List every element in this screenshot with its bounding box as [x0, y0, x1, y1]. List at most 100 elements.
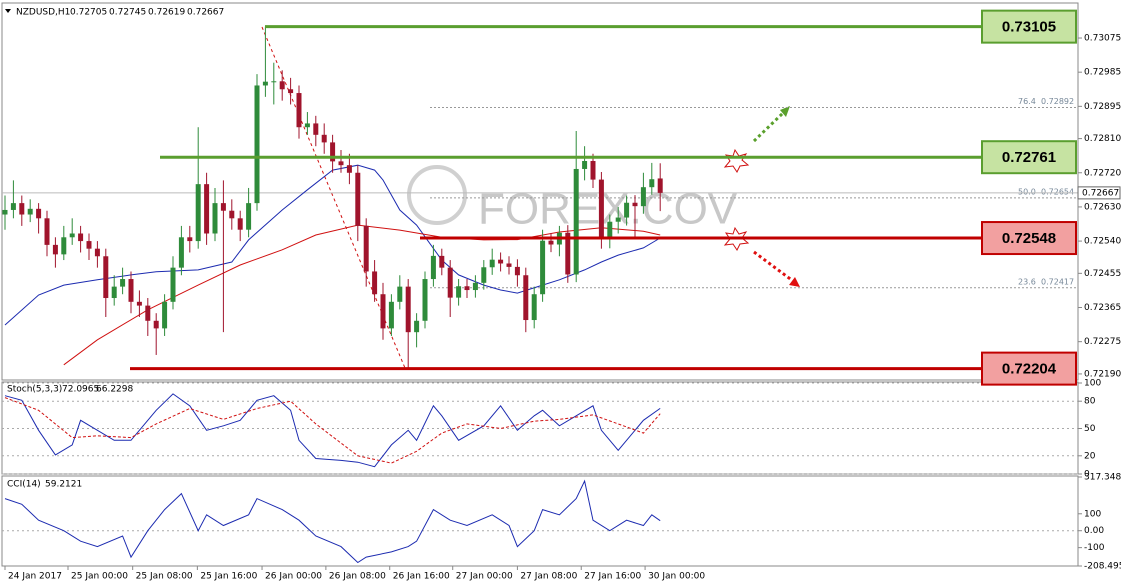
candle-body	[178, 237, 184, 268]
x-tick-label: 26 Jan 08:00	[329, 572, 386, 582]
candle-body	[262, 81, 268, 86]
candle-body	[246, 203, 252, 230]
candle-body	[279, 81, 285, 90]
x-tick-label: 27 Jan 08:00	[520, 572, 577, 582]
y-tick-label: 100	[1084, 379, 1101, 389]
y-tick-label: 100	[1084, 509, 1101, 519]
candle-body	[439, 255, 445, 268]
level-box	[981, 9, 1077, 44]
candle-body	[136, 301, 142, 306]
candle-body	[44, 218, 50, 245]
candle-body	[405, 286, 411, 333]
y-tick-label: 20	[1084, 451, 1096, 461]
candle-body	[111, 286, 117, 299]
y-tick-label: 0.73075	[1084, 34, 1121, 44]
level-label: 0.72548	[1002, 230, 1056, 247]
candle-body	[565, 232, 571, 275]
watermark-logo	[407, 165, 467, 225]
symbol: NZDUSD,H1	[16, 8, 70, 18]
candle-body	[61, 237, 67, 255]
candle-body	[330, 142, 336, 162]
fib-level: 76.4	[1018, 97, 1036, 106]
candle-body	[632, 202, 638, 207]
candle-body	[430, 255, 436, 280]
candle-body	[489, 259, 495, 268]
candle-body	[456, 286, 462, 298]
candle-body	[170, 267, 176, 302]
y-tick-label: 50	[1084, 424, 1096, 434]
candle-body	[229, 210, 235, 219]
candle-body	[657, 178, 663, 193]
x-tick-label: 27 Jan 00:00	[456, 572, 513, 582]
candle-body	[338, 161, 344, 166]
candle-body	[548, 240, 554, 245]
y-tick-label: 0.72810	[1084, 134, 1121, 144]
arrow-up	[752, 111, 785, 143]
candle-body	[464, 286, 470, 291]
level-label: 0.72204	[1002, 361, 1057, 378]
candle-body	[422, 279, 428, 321]
x-tick-label: 26 Jan 16:00	[393, 572, 450, 582]
breakout-mark	[723, 148, 750, 173]
candle-body	[94, 248, 100, 257]
candle-body	[271, 81, 277, 83]
level-label: 0.73105	[1002, 19, 1056, 36]
candle-body	[598, 179, 604, 237]
candle-body	[187, 237, 193, 242]
open: 0.72705	[70, 8, 107, 18]
candle-body	[195, 184, 201, 242]
fib-price: 0.72892	[1041, 97, 1074, 106]
candle-body	[363, 225, 369, 272]
candle-body	[649, 179, 655, 188]
candle-body	[615, 217, 621, 222]
price-label: 0.72667	[1082, 188, 1119, 198]
stoch-main	[4, 393, 661, 468]
fib-level: 23.6	[1018, 277, 1036, 286]
y-tick-label: 0.72455	[1084, 269, 1121, 279]
close: 0.72667	[187, 8, 224, 18]
candle-body	[86, 241, 92, 249]
candle-body	[498, 259, 504, 264]
candle-body	[128, 279, 134, 302]
y-tick-label: 0.72365	[1084, 303, 1121, 313]
candle-body	[388, 301, 394, 329]
candle-body	[514, 266, 520, 276]
stoch-signal-value: 66.2298	[96, 385, 133, 395]
candle-body	[380, 294, 386, 329]
y-tick-label: 0.72275	[1084, 337, 1121, 347]
y-tick-label: 0.72895	[1084, 102, 1121, 112]
candle-body	[346, 165, 352, 173]
candle-body	[296, 93, 302, 128]
fib-level: 50.0	[1018, 187, 1036, 196]
candle-body	[506, 263, 512, 267]
cci-panel	[1, 475, 1079, 567]
candle-body	[447, 267, 453, 298]
candle-body	[540, 240, 546, 295]
candle-body	[153, 320, 159, 329]
candle-body	[78, 233, 84, 242]
candle-body	[481, 267, 487, 283]
y-tick-label: 0.72720	[1084, 168, 1121, 178]
candle-body	[27, 208, 33, 215]
y-tick-label: 80	[1084, 397, 1096, 407]
candle-body	[254, 85, 260, 204]
candle-body	[304, 123, 310, 128]
candle-body	[288, 89, 294, 94]
y-tick-label: -100	[1084, 543, 1105, 553]
x-tick-label: 25 Jan 16:00	[200, 572, 257, 582]
price-box	[1077, 186, 1121, 200]
x-tick-label: 24 Jan 2017	[8, 572, 62, 582]
arrow-head	[780, 106, 790, 117]
y-tick-label: 0.72630	[1084, 202, 1121, 212]
header: NZDUSD,H1 0.72705 0.72745 0.72619 0.7266…	[5, 8, 224, 18]
candle-body	[120, 279, 126, 287]
arrow-down	[753, 250, 794, 283]
x-tick-label: 27 Jan 16:00	[584, 572, 641, 582]
candle-body	[607, 221, 613, 237]
candle-body	[237, 218, 243, 230]
candle-body	[52, 244, 58, 255]
stoch-main-value: 72.0965	[62, 385, 99, 395]
level-box	[981, 351, 1077, 386]
